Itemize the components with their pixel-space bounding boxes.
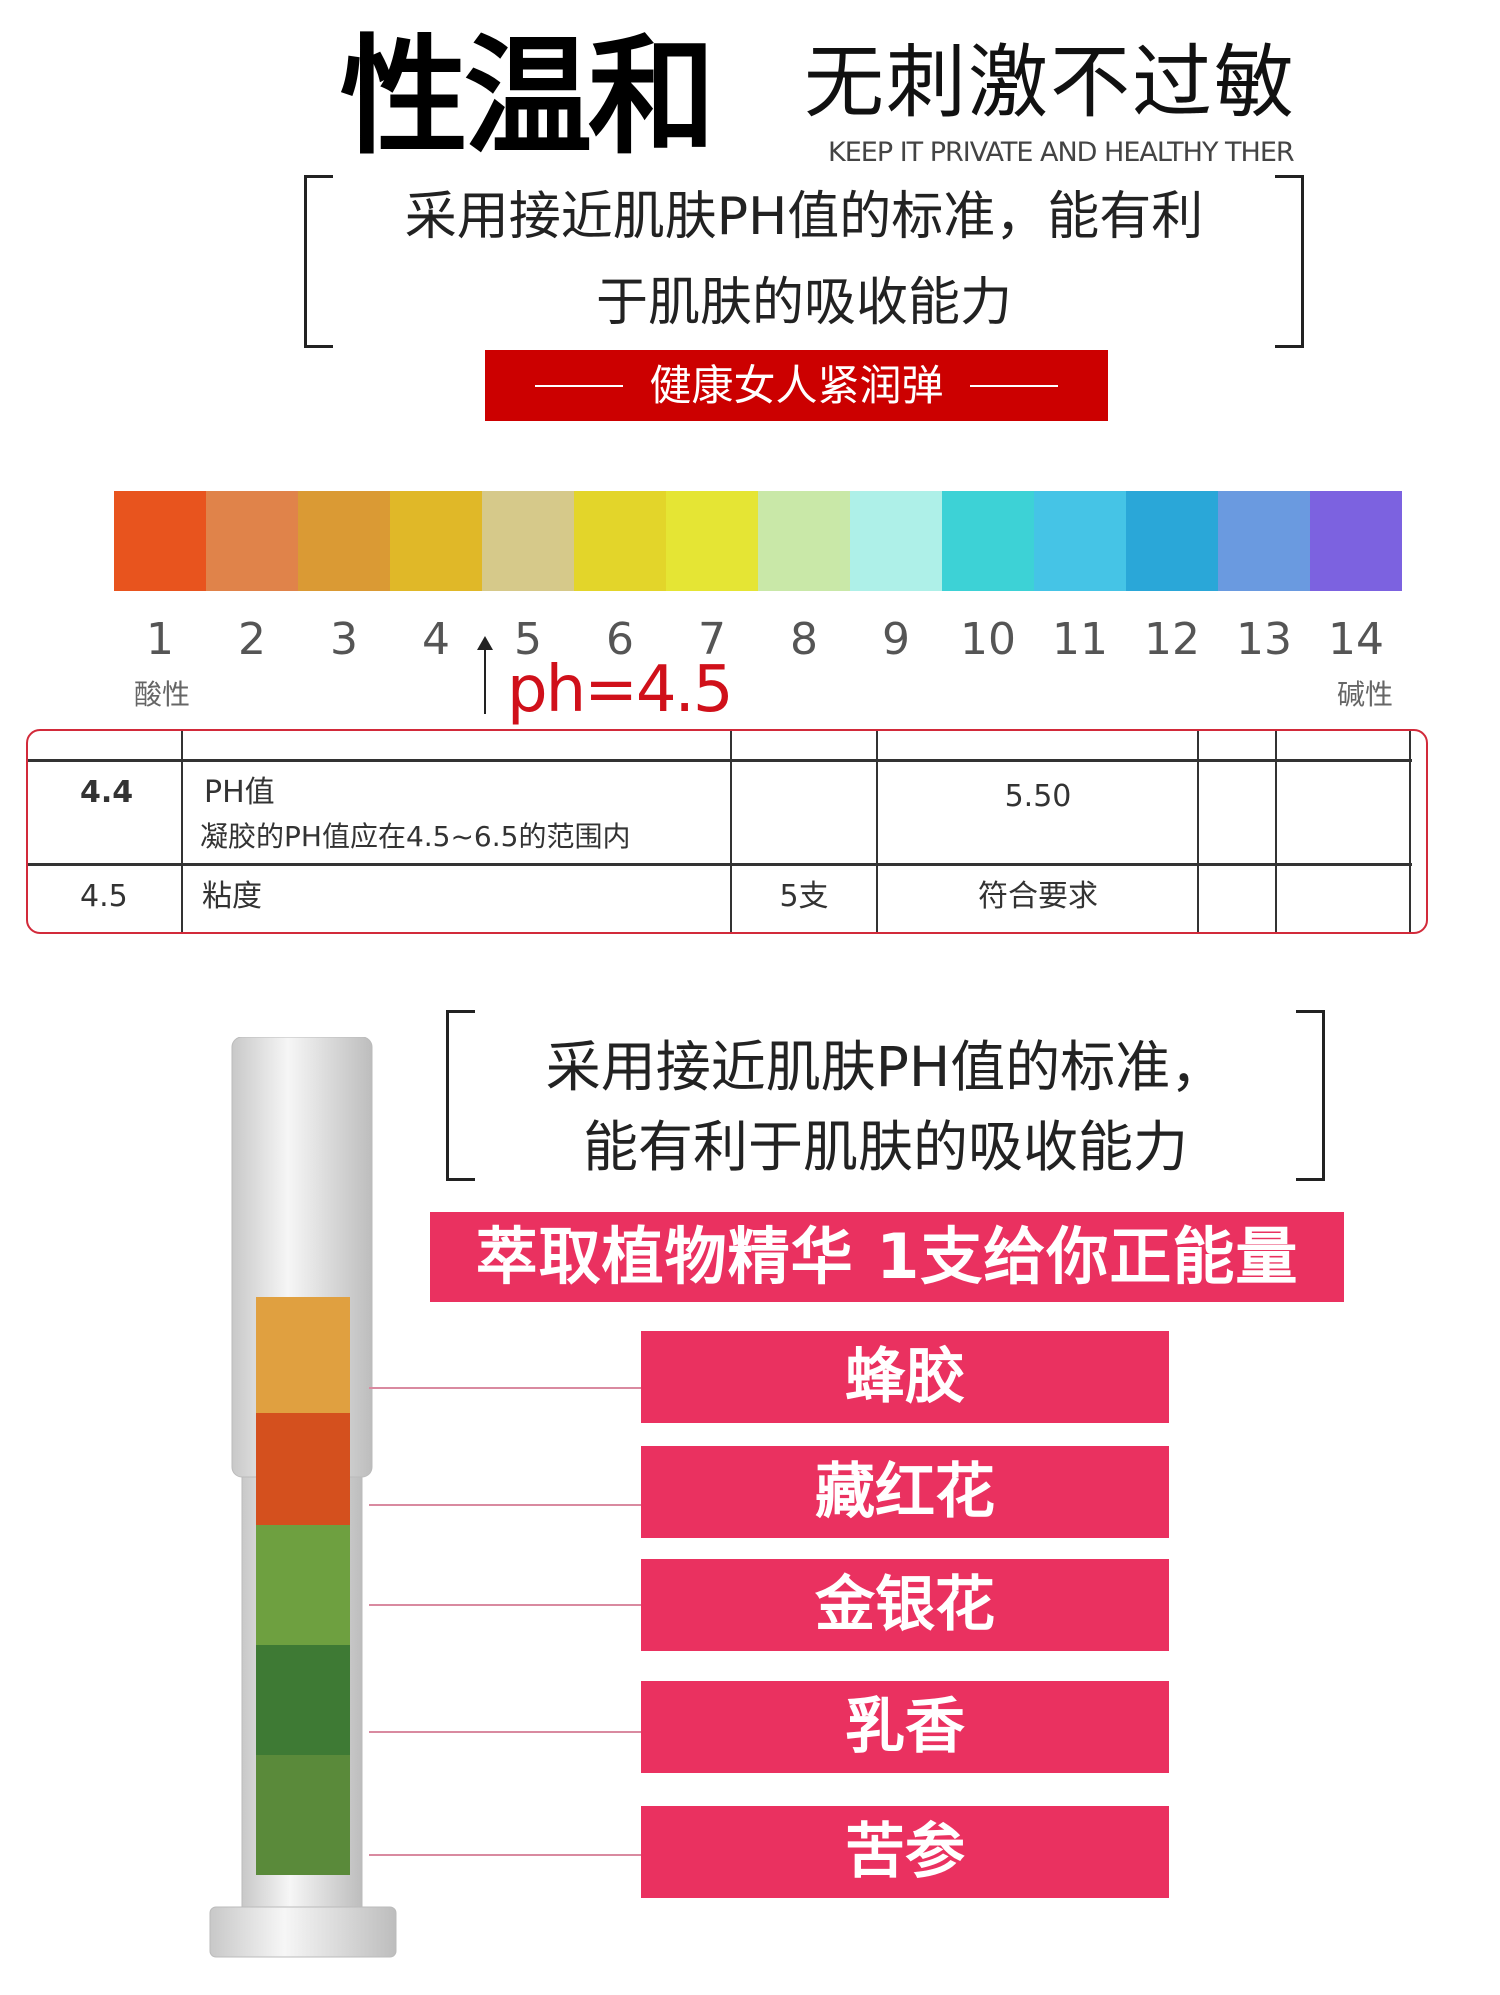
ph-segment-11 — [1034, 491, 1126, 591]
ph-segment-5 — [482, 491, 574, 591]
headline-english: KEEP IT PRIVATE AND HEALTHY THER — [828, 137, 1295, 168]
ph-segment-10 — [942, 491, 1034, 591]
ingredient-honeysuckle: 金银花 — [641, 1559, 1169, 1651]
ph-segment-1 — [114, 491, 206, 591]
ph-number: 4 — [422, 614, 450, 665]
product-banner: 萃取植物精华 1支给你正能量 — [430, 1212, 1344, 1302]
row1-no: 4.4 — [80, 775, 134, 810]
ph-number: 12 — [1144, 614, 1200, 665]
row1-result: 5.50 — [1004, 779, 1072, 814]
ph-color-bar — [114, 491, 1402, 591]
ingredient-propolis: 蜂胶 — [641, 1331, 1169, 1423]
intro-line-2: 于肌肤的吸收能力 — [595, 273, 1012, 333]
ph-number: 5 — [514, 614, 542, 665]
ph-number: 9 — [882, 614, 910, 665]
ph-segment-14 — [1310, 491, 1402, 591]
ph-segment-7 — [666, 491, 758, 591]
intro-line-1: 采用接近肌肤PH值的标准，能有利 — [404, 187, 1204, 247]
ph-segment-3 — [298, 491, 390, 591]
intro-banner-text: 健康女人紧润弹 — [649, 361, 944, 410]
ph-number: 11 — [1052, 614, 1108, 665]
ingredient-frankincense: 乳香 — [641, 1681, 1169, 1773]
ph-arrow-icon — [477, 636, 493, 714]
intro-bracket-box: 采用接近肌肤PH值的标准，能有利 于肌肤的吸收能力 — [304, 175, 1304, 348]
ph-number: 8 — [790, 614, 818, 665]
ph-number: 14 — [1328, 614, 1384, 665]
row2-result: 符合要求 — [978, 879, 1098, 914]
ph-number: 2 — [238, 614, 266, 665]
ingredient-sophora: 苦参 — [641, 1806, 1169, 1898]
ph-number: 6 — [606, 614, 634, 665]
ph-segment-4 — [390, 491, 482, 591]
ph-number: 13 — [1236, 614, 1292, 665]
row1-note: 凝胶的PH值应在4.5~6.5的范围内 — [200, 820, 631, 853]
row1-item: PH值 — [204, 775, 275, 810]
ph-segment-12 — [1126, 491, 1218, 591]
ph-segment-2 — [206, 491, 298, 591]
row2-qty: 5支 — [779, 879, 829, 914]
applicator-tube-image — [209, 1037, 397, 1958]
ph-segment-9 — [850, 491, 942, 591]
ph-number: 3 — [330, 614, 358, 665]
base-label: 碱性 — [1337, 678, 1394, 711]
headline-subtitle: 无刺激不过敏 — [804, 36, 1296, 129]
product-line-1: 采用接近肌肤PH值的标准， — [545, 1035, 1226, 1099]
acid-label: 酸性 — [134, 678, 191, 711]
ph-number: 1 — [146, 614, 174, 665]
spec-table: 4.4 PH值 凝胶的PH值应在4.5~6.5的范围内 5.50 4.5 粘度 … — [26, 729, 1428, 934]
ph-marker-label: ph=4.5 — [507, 653, 734, 727]
ph-number: 7 — [698, 614, 726, 665]
ph-segment-8 — [758, 491, 850, 591]
ph-number: 10 — [960, 614, 1016, 665]
row2-no: 4.5 — [80, 879, 128, 914]
ph-segment-13 — [1218, 491, 1310, 591]
product-bracket-box: 采用接近肌肤PH值的标准， 能有利于肌肤的吸收能力 — [446, 1010, 1325, 1181]
row2-item: 粘度 — [202, 879, 262, 914]
intro-banner: 健康女人紧润弹 — [485, 350, 1108, 421]
ph-segment-6 — [574, 491, 666, 591]
product-line-2: 能有利于肌肤的吸收能力 — [582, 1115, 1188, 1179]
ingredient-saffron: 藏红花 — [641, 1446, 1169, 1538]
headline-title: 性温和 — [340, 23, 716, 172]
